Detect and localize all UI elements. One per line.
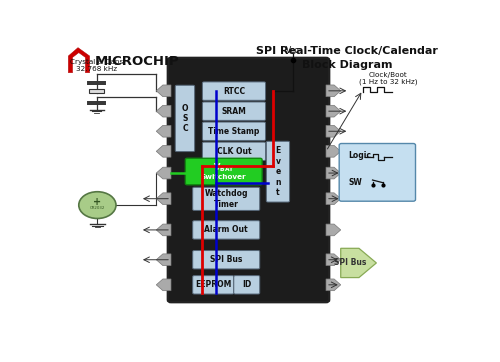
Text: +: + [94, 197, 102, 207]
Polygon shape [340, 248, 376, 278]
FancyBboxPatch shape [266, 141, 289, 202]
Bar [89, 89, 104, 93]
Text: E
v
e
n
t: E v e n t [275, 146, 280, 197]
FancyBboxPatch shape [192, 275, 234, 294]
Text: Switchover: Switchover [201, 174, 246, 180]
Polygon shape [156, 85, 171, 97]
Polygon shape [326, 125, 340, 137]
Text: ID: ID [242, 280, 252, 289]
FancyBboxPatch shape [202, 142, 266, 160]
Polygon shape [156, 254, 171, 266]
Text: RTCC: RTCC [223, 87, 245, 96]
FancyBboxPatch shape [339, 143, 415, 201]
Text: Time Stamp: Time Stamp [208, 127, 260, 136]
Text: V$_{\mathbf{BAT}}$: V$_{\mathbf{BAT}}$ [213, 161, 234, 173]
Text: Logic: Logic [348, 151, 372, 160]
FancyBboxPatch shape [192, 187, 260, 210]
FancyBboxPatch shape [234, 275, 260, 294]
Text: Vcc: Vcc [286, 46, 300, 55]
Polygon shape [156, 224, 171, 236]
FancyBboxPatch shape [192, 221, 260, 239]
FancyBboxPatch shape [202, 82, 266, 100]
Polygon shape [326, 279, 340, 291]
Polygon shape [156, 146, 171, 157]
Polygon shape [326, 193, 340, 205]
FancyBboxPatch shape [192, 251, 260, 269]
FancyBboxPatch shape [186, 158, 262, 185]
FancyBboxPatch shape [202, 102, 266, 121]
Text: Block Diagram: Block Diagram [302, 60, 392, 70]
Text: Watchdog
Timer: Watchdog Timer [204, 189, 248, 209]
Text: CR2032: CR2032 [90, 206, 105, 210]
Text: SRAM: SRAM [222, 107, 246, 116]
FancyBboxPatch shape [168, 58, 329, 302]
Polygon shape [68, 48, 89, 73]
Polygon shape [326, 254, 340, 266]
Text: Clock/Boot
(1 Hz to 32 kHz): Clock/Boot (1 Hz to 32 kHz) [359, 72, 417, 85]
Text: MICROCHIP: MICROCHIP [94, 55, 179, 67]
Text: SW: SW [348, 178, 362, 187]
FancyBboxPatch shape [202, 122, 266, 140]
Polygon shape [156, 125, 171, 137]
Text: SPI Real-Time Clock/Calendar: SPI Real-Time Clock/Calendar [256, 46, 438, 56]
Polygon shape [326, 105, 340, 117]
Polygon shape [326, 85, 340, 97]
Polygon shape [326, 167, 340, 179]
Polygon shape [326, 224, 340, 236]
Text: Crystal & Caps
32.768 kHz: Crystal & Caps 32.768 kHz [70, 59, 123, 72]
Text: CLK Out: CLK Out [216, 147, 252, 156]
Polygon shape [156, 193, 171, 205]
Text: O
S
C: O S C [182, 104, 188, 133]
FancyBboxPatch shape [176, 85, 195, 152]
Polygon shape [156, 167, 171, 179]
Polygon shape [156, 105, 171, 117]
Polygon shape [156, 279, 171, 291]
Circle shape [79, 192, 116, 219]
Text: EEPROM: EEPROM [195, 280, 232, 289]
Text: Alarm Out: Alarm Out [204, 226, 248, 235]
Text: SPI Bus: SPI Bus [334, 258, 366, 268]
Text: SPI Bus: SPI Bus [210, 255, 242, 264]
Polygon shape [326, 146, 340, 157]
